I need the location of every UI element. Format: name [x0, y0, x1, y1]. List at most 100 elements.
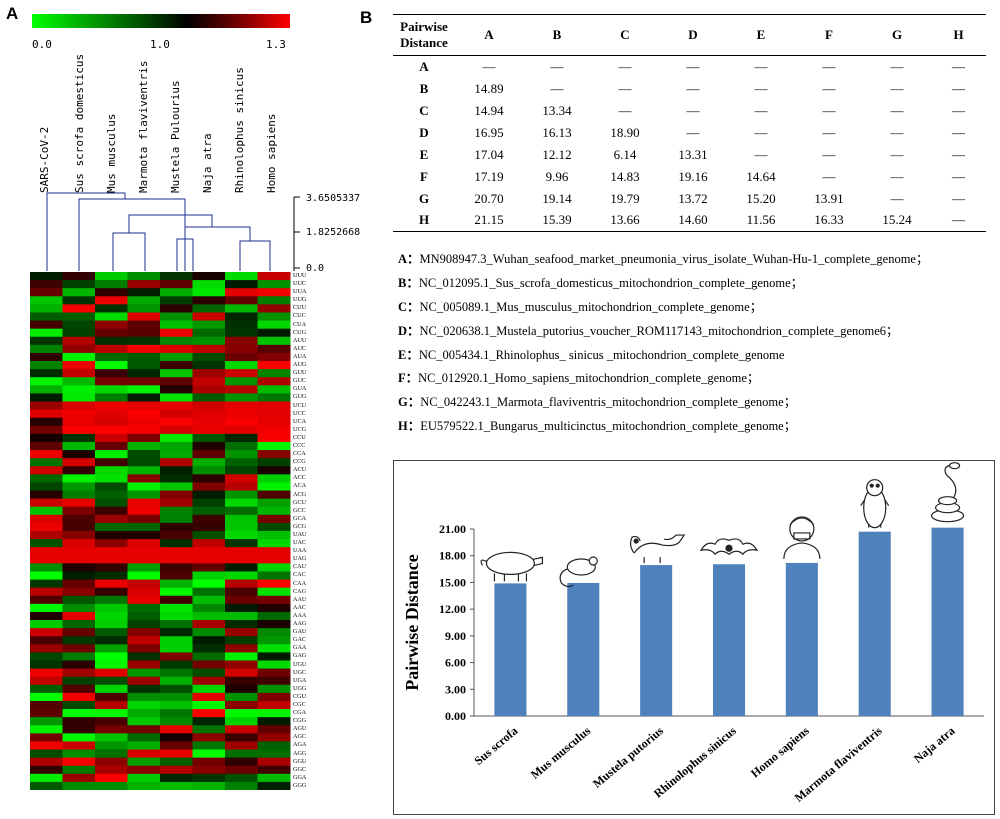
- table-cell: —: [952, 212, 965, 228]
- table-cell: 17.04: [474, 146, 504, 162]
- heatmap-cell: [127, 482, 161, 492]
- heatmap-cell: [62, 288, 96, 297]
- category-label: Homo sapiens: [748, 723, 812, 780]
- table-cell: —: [822, 124, 836, 140]
- heatmap-cell: [62, 506, 96, 516]
- heatmap-cell: [30, 304, 63, 313]
- heatmap-cell: [225, 579, 258, 589]
- y-tick-label: 6.00: [445, 656, 466, 670]
- heatmap-cell: [95, 312, 128, 322]
- heatmap-cell: [160, 522, 193, 532]
- heatmap-cell: [95, 320, 128, 330]
- category-label: Sus scrofa: [471, 724, 520, 768]
- heatmap-cell: [192, 369, 226, 378]
- codon-label: CCA: [293, 450, 306, 458]
- heatmap-cell: [95, 280, 128, 289]
- heatmap-cell: [95, 571, 128, 581]
- heatmap-cell: [62, 700, 96, 710]
- heatmap-cell: [127, 628, 161, 637]
- heatmap-cell: [257, 450, 291, 459]
- heatmap-cell: [160, 304, 193, 313]
- heatmap-cell: [62, 312, 96, 322]
- heatmap-cell: [127, 700, 161, 710]
- tree-scale-max: 3.6505337: [306, 193, 361, 204]
- heatmap-cell: [62, 644, 96, 653]
- codon-label: GGA: [293, 773, 307, 781]
- heatmap-cell: [95, 296, 128, 305]
- species-label: Sus scrofa domesticus: [73, 53, 86, 193]
- category-label: Mus musculus: [528, 723, 594, 781]
- heatmap-cell: [257, 393, 291, 402]
- heatmap-cell: [127, 433, 161, 443]
- table-cell: 14.94: [474, 102, 504, 118]
- y-tick-label: 9.00: [445, 629, 466, 643]
- heatmap-cell: [127, 506, 161, 516]
- heatmap-cell: [257, 547, 291, 556]
- row-header: H: [418, 212, 430, 228]
- row-header: D: [419, 124, 429, 140]
- heatmap-cell: [62, 660, 96, 670]
- heatmap-cell: [192, 733, 226, 742]
- heatmap-cell: [62, 563, 96, 572]
- legend-text: NC_012920.1_Homo_sapiens_mitochondrion_c…: [418, 371, 760, 386]
- heatmap-cell: [225, 352, 258, 362]
- heatmap-cell: [62, 725, 96, 734]
- codon-label: GGU: [293, 757, 307, 765]
- heatmap-cell: [62, 304, 96, 313]
- heatmap-cell: [30, 441, 63, 451]
- heatmap-cell: [257, 587, 291, 597]
- heatmap-cell: [257, 773, 291, 783]
- heatmap-cell: [160, 385, 193, 394]
- heatmap-cell: [127, 652, 161, 661]
- heatmap-cell: [225, 692, 258, 702]
- heatmap-cell: [95, 336, 128, 346]
- heatmap-cell: [62, 781, 96, 790]
- heatmap-cell: [160, 749, 193, 759]
- heatmap-cell: [160, 595, 193, 605]
- heatmap-cell: [257, 668, 291, 678]
- heatmap-cell: [95, 385, 128, 394]
- table-cell: —: [952, 102, 965, 118]
- heatmap-cell: [160, 506, 193, 516]
- heatmap-cell: [30, 466, 63, 475]
- heatmap-cell: [160, 336, 193, 346]
- heatmap-cell: [62, 458, 96, 467]
- heatmap-cell: [127, 272, 161, 281]
- sequence-legend: A：MN908947.3_Wuhan_seafood_market_pneumo…: [398, 248, 928, 439]
- heatmap-cell: [62, 409, 96, 419]
- heatmap-cell: [257, 328, 291, 338]
- heatmap-cell: [30, 336, 63, 346]
- heatmap-cell: [257, 644, 291, 653]
- heatmap-cell: [62, 579, 96, 589]
- heatmap-cell: [127, 757, 161, 767]
- y-tick-label: 0.00: [445, 709, 466, 723]
- heatmap-cell: [257, 425, 291, 435]
- heatmap-cell: [30, 620, 63, 629]
- heatmap-cell: [127, 369, 161, 378]
- heatmap-cell: [225, 393, 258, 402]
- marmot-icon: [860, 479, 890, 529]
- heatmap-cell: [160, 296, 193, 305]
- heatmap-cell: [30, 474, 63, 483]
- heatmap-cell: [127, 709, 161, 718]
- codon-label: AUG: [293, 361, 307, 369]
- heatmap-cell: [160, 676, 193, 686]
- heatmap-cell: [127, 547, 161, 556]
- codon-label: ACC: [293, 474, 306, 482]
- heatmap-cell: [95, 725, 128, 734]
- heatmap-cell: [62, 587, 96, 597]
- heatmap-cell: [30, 531, 63, 540]
- heatmap-cell: [225, 620, 258, 629]
- heatmap-cell: [192, 692, 226, 702]
- heatmap-cell: [160, 409, 193, 419]
- heatmap-cell: [160, 458, 193, 467]
- heatmap-cell: [225, 587, 258, 597]
- legend-item: F：NC_012920.1_Homo_sapiens_mitochondrion…: [398, 367, 928, 391]
- table-cell: —: [952, 80, 965, 96]
- heatmap-cell: [95, 749, 128, 759]
- heatmap-cell: [192, 781, 226, 790]
- heatmap-cell: [30, 417, 63, 427]
- heatmap-cell: [257, 361, 291, 370]
- heatmap-cell: [257, 312, 291, 322]
- heatmap-cell: [160, 781, 193, 790]
